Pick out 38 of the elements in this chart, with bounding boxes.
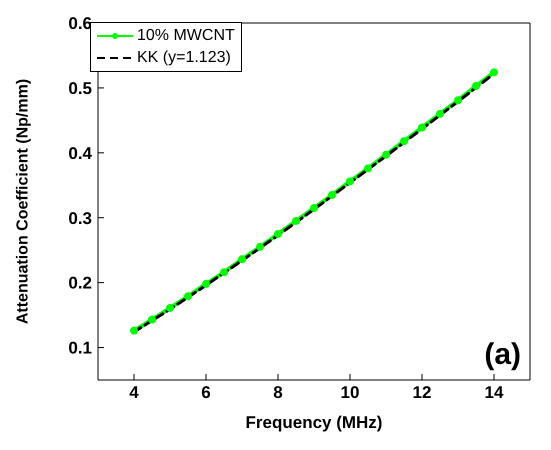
point <box>310 204 318 212</box>
x-tick-label: 14 <box>484 383 504 402</box>
y-tick-label: 0.2 <box>68 274 92 293</box>
point <box>328 191 336 200</box>
x-tick-label: 6 <box>201 383 211 402</box>
point <box>184 292 192 300</box>
x-tick-label: 10 <box>340 383 360 402</box>
point <box>256 242 264 251</box>
point <box>346 177 354 186</box>
y-tick-label: 0.6 <box>68 14 92 34</box>
point <box>148 316 156 324</box>
point <box>292 216 300 225</box>
x-tick-label: 8 <box>273 383 283 402</box>
point <box>418 124 426 132</box>
point <box>220 268 228 276</box>
y-tick-label: 0.3 <box>68 208 92 228</box>
panel-label: (a) <box>484 338 521 372</box>
point <box>130 326 138 335</box>
y-tick-label: 0.4 <box>68 144 93 163</box>
x-axis-title: Frequency (MHz) <box>246 413 382 432</box>
y-tick-label: 0.5 <box>68 78 92 98</box>
legend-label: KK (y=1.123) <box>137 48 231 68</box>
point <box>166 304 174 312</box>
point <box>400 137 408 146</box>
point <box>490 68 498 76</box>
x-tick-label: 4 <box>129 383 140 402</box>
point <box>364 164 372 172</box>
x-tick-label: 12 <box>412 383 432 402</box>
point <box>274 230 282 238</box>
point <box>382 150 390 159</box>
legend-label: 10% MWCNT <box>137 26 235 46</box>
y-tick-label: 0.1 <box>68 338 92 358</box>
y-axis-title: Attenuation Coefficient (Np/mm) <box>14 78 32 324</box>
point <box>454 96 462 104</box>
point <box>436 110 444 118</box>
point <box>202 280 210 288</box>
point <box>472 82 480 90</box>
point <box>238 255 246 264</box>
